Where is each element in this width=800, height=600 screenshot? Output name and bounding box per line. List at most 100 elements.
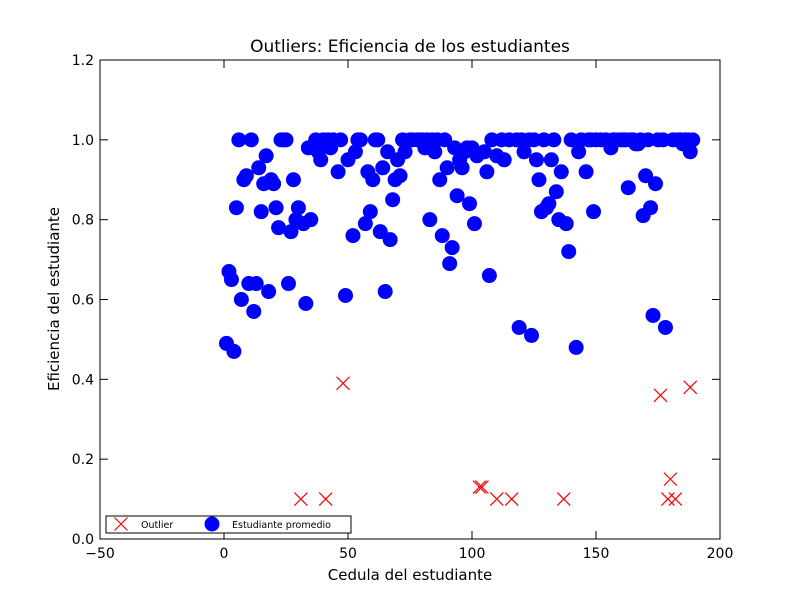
average-student-point [645,307,661,323]
average-student-point [313,152,329,168]
average-student-point [298,295,314,311]
average-student-point [439,160,455,176]
average-student-point [541,196,557,212]
average-student-point [516,144,532,160]
average-student-point [223,272,239,288]
average-student-point [375,160,391,176]
average-student-point [338,288,354,304]
average-student-point [352,132,368,148]
average-student-point [266,176,282,192]
average-student-point [251,160,267,176]
average-student-point [231,132,247,148]
average-student-point [261,284,277,300]
average-student-point [511,319,527,335]
average-student-point [578,164,594,180]
average-student-point [586,204,602,220]
outlier-point [653,388,668,403]
average-student-point [246,303,262,319]
average-student-point [531,172,547,188]
x-tick-label: 200 [707,546,734,562]
average-student-point [427,144,443,160]
average-student-point [333,132,349,148]
average-student-point [370,132,386,148]
average-student-point [397,144,413,160]
average-student-point [392,168,408,184]
legend: Outlier Estudiante promedio [105,515,352,534]
y-tick-label: 0.6 [72,293,94,309]
average-student-point [524,327,540,343]
average-student-point [546,132,562,148]
axis-ticks: −50 0 50 100 150 200 0.0 0.2 0.4 0.6 0.8 1.0 1.2 [72,53,734,562]
average-student-point [385,192,401,208]
plot-frame [99,59,721,540]
average-student-point [620,180,636,196]
legend-frame [105,515,352,534]
x-tick-label: 100 [459,546,486,562]
average-student-point [561,244,577,260]
average-student-point [481,268,497,284]
outlier-point [660,492,675,507]
average-student-point [226,343,242,359]
y-axis-label: Eficiencia del estudiante [45,207,63,391]
average-student-point [271,220,287,236]
outlier-point [556,492,571,507]
x-axis-label: Cedula del estudiante [328,566,492,584]
y-tick-label: 0.8 [72,213,94,229]
average-student-point [444,240,460,256]
average-student-point [347,144,363,160]
average-student-point [558,216,574,232]
average-student-point [685,132,701,148]
average-student-point [571,144,587,160]
average-student-point [357,216,373,232]
legend-outlier-marker [114,517,128,531]
average-student-point [303,212,319,228]
average-student-point [422,212,438,228]
average-student-point [248,276,264,292]
average-student-point [233,292,249,307]
average-student-point [553,164,569,180]
y-tick-label: 0.0 [72,532,94,548]
average-student-point [657,319,673,335]
legend-average-label: Estudiante promedio [232,520,331,531]
average-student-point [442,256,458,272]
average-student-point [643,200,659,216]
average-student-point [290,200,306,216]
average-student-point [449,188,465,204]
average-student-point [330,164,346,180]
average-student-point [476,144,492,160]
x-tick-label: −50 [85,546,115,562]
average-student-point [238,168,254,184]
average-student-point [434,228,450,244]
average-student-point [228,200,244,216]
average-student-point [345,228,361,244]
x-tick-label: 0 [220,546,229,562]
y-tick-label: 1.0 [72,133,94,149]
average-student-point [285,172,301,188]
legend-outlier-label: Outlier [141,520,173,531]
average-student-point [377,284,393,300]
average-student-point [682,144,698,160]
average-student-point [253,204,269,220]
average-student-point [528,152,544,168]
average-student-point [362,204,378,220]
average-student-point [258,148,274,164]
y-tick-label: 0.4 [72,372,94,388]
outlier-point [318,492,333,507]
average-student-point [648,176,664,192]
legend-outlier-x [114,517,128,531]
outlier-point [472,480,487,495]
outlier-point [293,492,308,507]
average-student-point [496,152,512,168]
average-student-point [278,132,294,148]
x-tick-label: 50 [339,546,357,562]
average-student-point [479,164,495,180]
outlier-point [336,376,350,391]
average-student-point [268,200,284,216]
average-student-point [280,276,296,292]
legend-average-marker [204,516,220,532]
average-student-point [548,184,564,200]
outlier-point [668,492,683,507]
average-student-point [466,216,482,232]
